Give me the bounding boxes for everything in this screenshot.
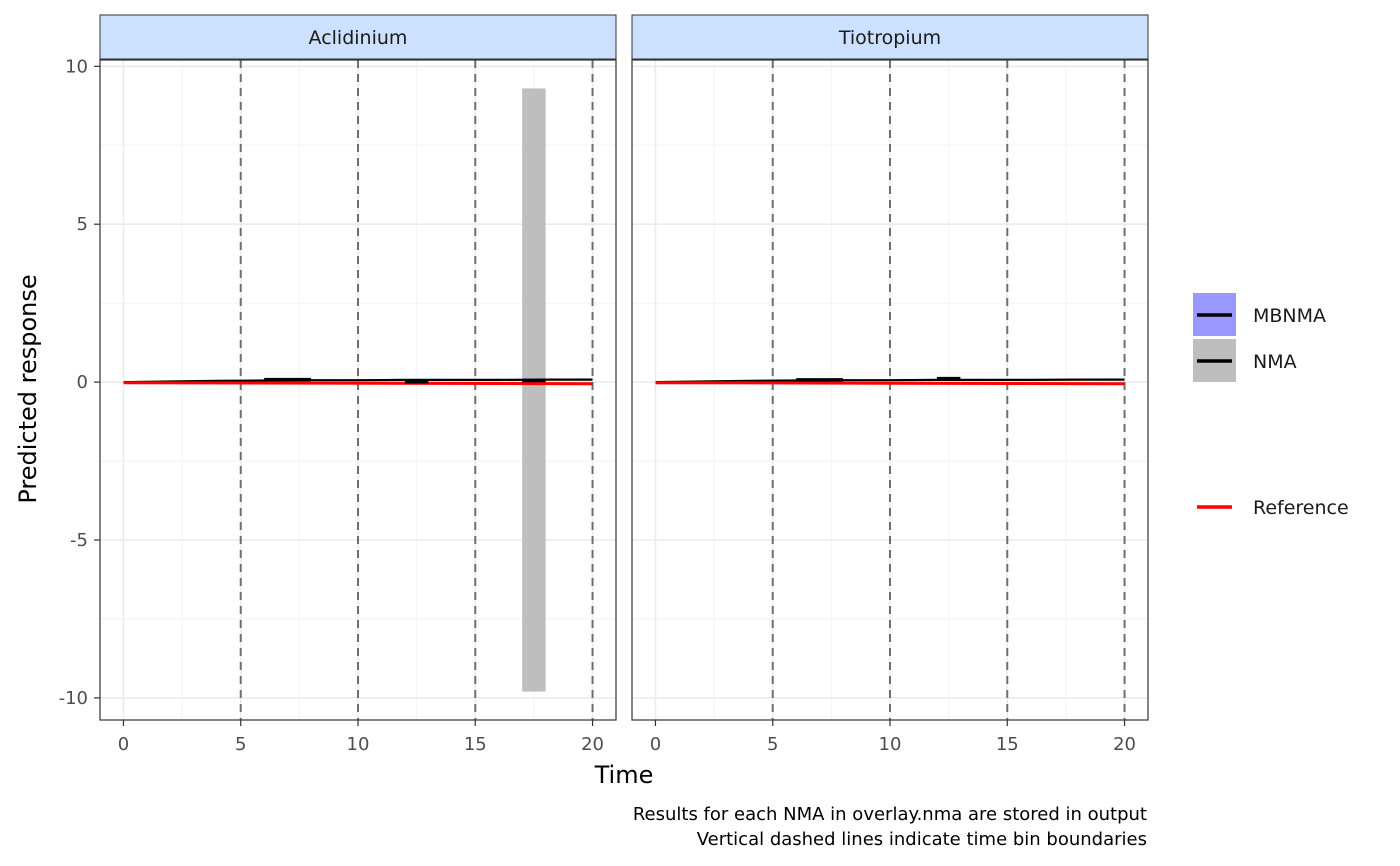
- y-tick-label: 5: [77, 214, 88, 235]
- facet-strip-title: Tiotropium: [838, 27, 941, 49]
- y-tick-label: 0: [77, 372, 88, 393]
- x-axis-panel-1: 0 5 10 15 20: [118, 720, 604, 755]
- facet-panels: Aclidinium Tiotropium: [99, 14, 1149, 721]
- mbnma-series-line: [123, 378, 593, 384]
- legend-label: NMA: [1253, 351, 1297, 373]
- y-tick-label: -10: [59, 688, 88, 709]
- y-tick-label: -5: [70, 530, 88, 551]
- facet-strip: [631, 14, 1149, 60]
- facet-panel-1: Aclidinium: [99, 14, 617, 721]
- x-tick-label: 15: [996, 734, 1019, 755]
- x-axes: 0 5 10 15 20 0 5 10 15 20: [118, 720, 1136, 755]
- y-tick-label: 10: [65, 56, 88, 77]
- x-tick-label: 10: [879, 734, 902, 755]
- y-axis-title: Predicted response: [14, 274, 42, 503]
- caption-line-1: Results for each NMA in overlay.nma are …: [633, 804, 1147, 825]
- facet-strip-title: Aclidinium: [309, 27, 408, 49]
- x-tick-label: 5: [235, 734, 246, 755]
- reference-series-line: [123, 381, 593, 386]
- reference-series-line: [655, 381, 1125, 386]
- x-axis-title: Time: [594, 761, 654, 789]
- x-tick-label: 20: [581, 734, 604, 755]
- x-tick-label: 15: [464, 734, 487, 755]
- facet-panel-2: Tiotropium: [631, 14, 1149, 721]
- gridlines: [632, 60, 1148, 720]
- x-axis-panel-2: 0 5 10 15 20: [650, 720, 1136, 755]
- x-tick-label: 0: [650, 734, 661, 755]
- facet-strip: [99, 14, 617, 60]
- legend-item-3: Reference: [1197, 497, 1349, 519]
- legend: MBNMA NMA Reference: [1193, 293, 1349, 519]
- x-tick-label: 5: [767, 734, 778, 755]
- legend-item-2: NMA: [1193, 339, 1297, 382]
- x-tick-label: 0: [118, 734, 129, 755]
- y-axis: -10 -5 0 5 10: [59, 56, 100, 709]
- x-tick-label: 10: [347, 734, 370, 755]
- legend-item-1: MBNMA: [1193, 293, 1326, 336]
- legend-label: Reference: [1253, 497, 1349, 519]
- nma-interval: [522, 88, 546, 692]
- mbnma-series-line: [655, 378, 1125, 384]
- caption-line-2: Vertical dashed lines indicate time bin …: [697, 829, 1147, 850]
- legend-label: MBNMA: [1253, 305, 1326, 327]
- x-tick-label: 20: [1113, 734, 1136, 755]
